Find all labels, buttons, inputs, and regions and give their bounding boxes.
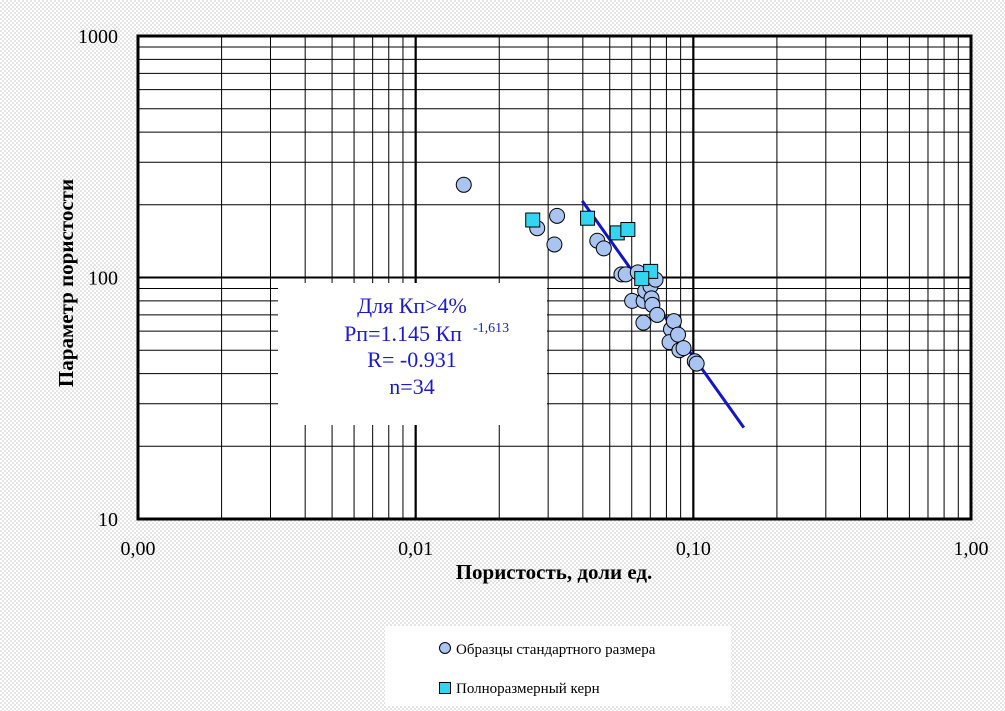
- y-tick-label: 100: [88, 268, 118, 290]
- annotation-r-value: R= -0.931: [367, 347, 456, 372]
- data-point-standard-sample: [455, 176, 472, 193]
- annotation-background: [278, 283, 547, 425]
- x-tick-label: 0,00: [121, 538, 156, 560]
- y-tick-label: 10: [98, 509, 118, 531]
- legend: Образцы стандартного размера Полноразмер…: [385, 626, 731, 706]
- grid: [137, 35, 972, 520]
- data-point-full-size-core: [525, 212, 541, 228]
- data-point-standard-sample: [688, 355, 705, 372]
- data-point-standard-sample: [546, 236, 563, 253]
- legend-label-full-size-core: Полноразмерный керн: [456, 681, 600, 697]
- data-point-standard-sample: [665, 313, 682, 330]
- data-point-full-size-core: [634, 271, 650, 287]
- data-point-standard-sample: [649, 306, 666, 323]
- data-points: [455, 176, 705, 372]
- annotation-equation-exponent: -1,613: [473, 321, 509, 336]
- x-tick-label: 0,10: [676, 538, 711, 560]
- y-tick-label: 1000: [78, 26, 118, 48]
- data-point-standard-sample: [595, 240, 612, 257]
- data-point-standard-sample: [675, 340, 692, 357]
- legend-label-standard-samples: Образцы стандартного размера: [456, 642, 656, 658]
- data-point-standard-sample: [549, 207, 566, 224]
- tick-labels: 0,00 0,01 0,10 1,00 10 100 1000: [78, 26, 989, 560]
- data-point-full-size-core: [620, 222, 636, 238]
- x-tick-label: 1,00: [954, 538, 989, 560]
- x-tick-label: 0,01: [398, 538, 433, 560]
- annotation-equation: Рп=1.145 Кп: [344, 321, 462, 346]
- annotation-line1: Для Кп>4%: [357, 293, 467, 318]
- data-point-full-size-core: [580, 210, 596, 226]
- annotation-n-value: n=34: [389, 374, 434, 399]
- y-axis-title: Параметр пористости: [54, 179, 78, 387]
- plot-border: [136, 34, 973, 521]
- x-axis-title: Пористость, доли ед.: [456, 560, 653, 584]
- data-point-standard-sample: [670, 326, 687, 343]
- data-point-standard-sample: [635, 314, 652, 331]
- annotation-box: Для Кп>4% Рп=1.145 Кп -1,613 R= -0.931 n…: [278, 283, 547, 425]
- legend-marker-standard-samples: [439, 642, 451, 654]
- legend-marker-full-size-core: [439, 682, 451, 694]
